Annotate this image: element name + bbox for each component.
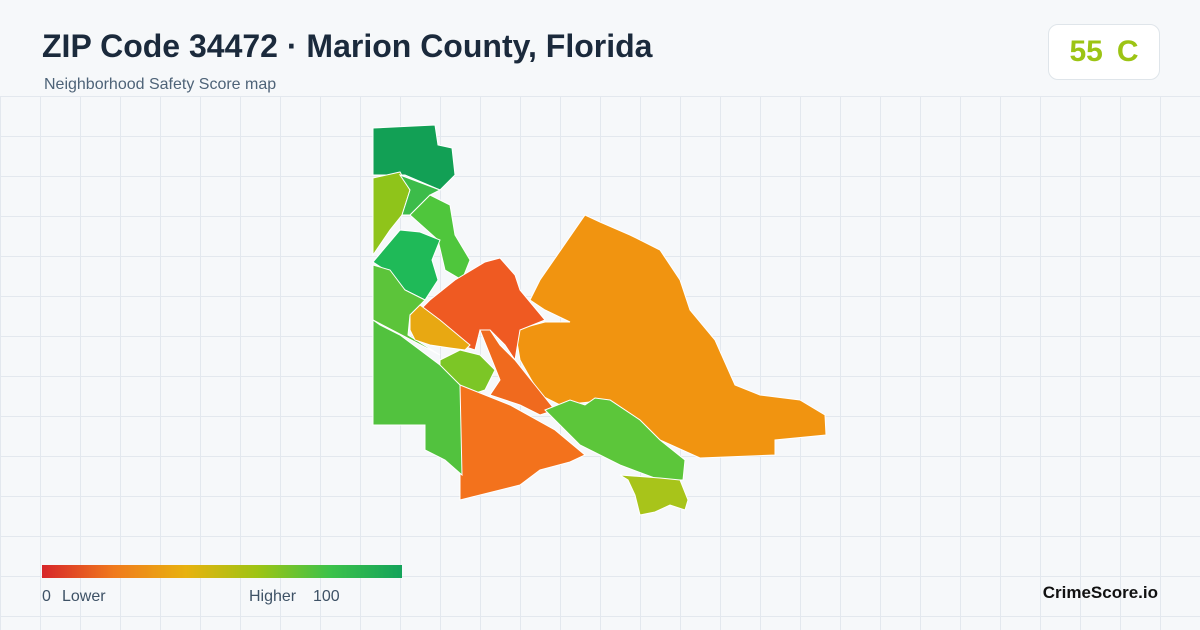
legend-gradient: [42, 565, 402, 578]
area: [409, 304, 471, 351]
brand: CrimeScore.io: [1042, 583, 1158, 602]
legend-max-label: Higher: [249, 588, 297, 605]
score-value: 55: [1069, 35, 1103, 68]
legend-min-label: Lower: [62, 588, 106, 605]
subtitle: Neighborhood Safety Score map: [44, 76, 277, 93]
legend-max: 100: [313, 588, 340, 605]
title: ZIP Code 34472 · Marion County, Florida: [42, 28, 653, 64]
score-grade: C: [1116, 35, 1139, 68]
area: [619, 474, 689, 516]
area: [409, 194, 471, 281]
score-badge: 55 C: [1048, 24, 1160, 80]
area: [544, 397, 686, 481]
area: [459, 384, 586, 501]
legend-min: 0: [42, 588, 51, 605]
area: [372, 319, 463, 477]
header: [0, 0, 1200, 96]
